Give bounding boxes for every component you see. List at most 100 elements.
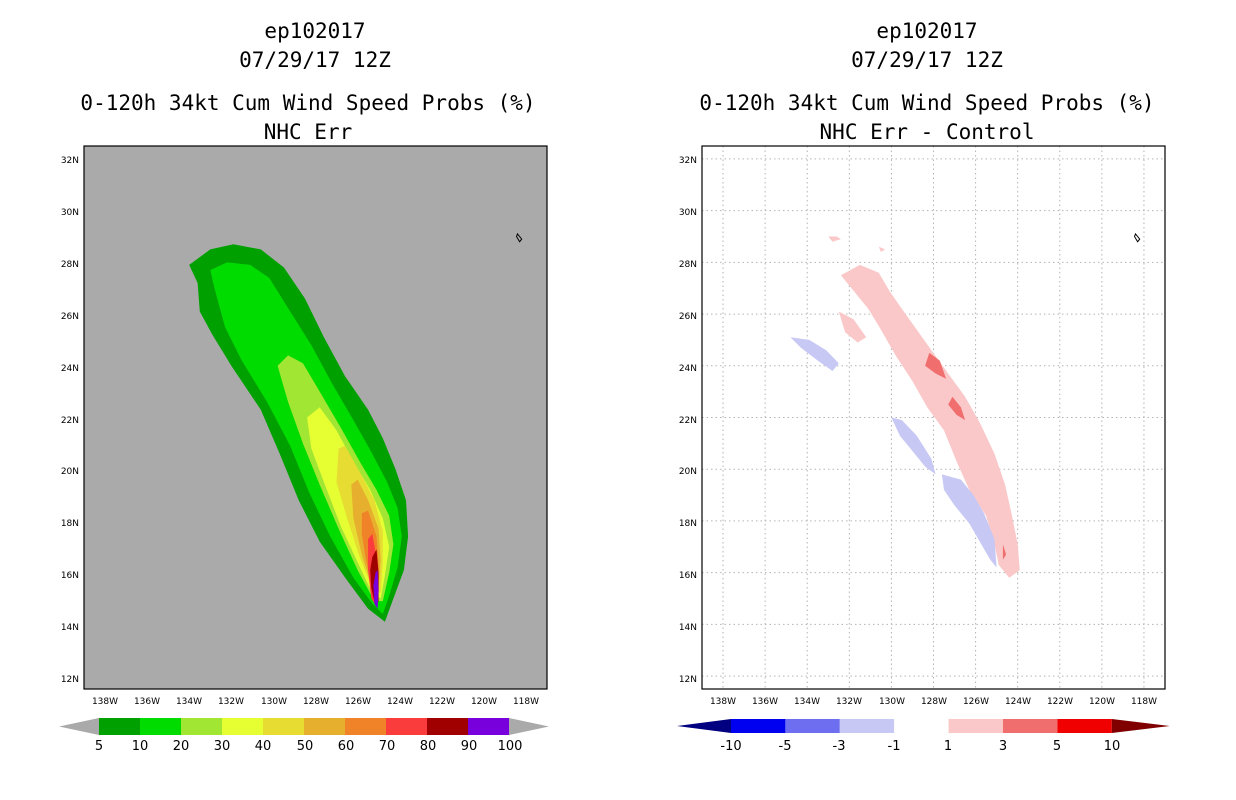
left-y-tick-30n: 30N: [61, 208, 79, 218]
left-cbar-label-30: 30: [214, 739, 231, 754]
left-title-subtitle: NHC Err: [264, 120, 353, 144]
right-map-frame: [701, 145, 1166, 690]
right-y-tick-32n: 32N: [679, 156, 697, 166]
right-cbar-label-1: 1: [944, 739, 952, 754]
right-x-tick-132w: 132W: [836, 697, 862, 707]
left-cbar-label-5: 5: [95, 739, 103, 754]
right-y-tick-24n: 24N: [679, 364, 697, 374]
left-colorbar: [59, 718, 549, 735]
right-cbar-label-10: 10: [1104, 739, 1121, 754]
left-y-tick-12n: 12N: [61, 675, 79, 685]
left-y-tick-16n: 16N: [61, 571, 79, 581]
colorbar-box: [345, 718, 386, 735]
colorbar-box: [386, 718, 427, 735]
right-y-tick-18n: 18N: [679, 519, 697, 529]
colorbar-box: [731, 719, 786, 733]
left-panel: ep102017 07/29/17 12Z 0-120h 34kt Cum Wi…: [59, 19, 549, 754]
right-x-tick-138w: 138W: [710, 697, 736, 707]
contour-level-1: [840, 264, 1020, 578]
left-contours: [189, 244, 409, 622]
contour-level-1: [878, 246, 886, 252]
left-cbar-label-100: 100: [498, 739, 523, 754]
left-x-tick-124w: 124W: [387, 697, 413, 707]
island-outline: [1133, 232, 1141, 243]
left-x-tick-134w: 134W: [176, 697, 202, 707]
right-cbar-label-5: 5: [1053, 739, 1061, 754]
colorbar-box: [222, 718, 263, 735]
right-x-tick-126w: 126W: [963, 697, 989, 707]
colorbar-box: [304, 718, 345, 735]
left-cbar-label-70: 70: [379, 739, 396, 754]
left-y-tick-20n: 20N: [61, 467, 79, 477]
left-cbar-label-80: 80: [420, 739, 437, 754]
left-cbar-label-20: 20: [173, 739, 190, 754]
right-contours: [790, 236, 1020, 578]
contour-level-minus1: [941, 474, 997, 568]
left-title-date: 07/29/17 12Z: [239, 48, 391, 72]
left-x-axis: 138W 136W 134W 132W 130W 128W 126W 124W …: [92, 697, 539, 707]
left-x-tick-118w: 118W: [513, 697, 539, 707]
left-y-tick-28n: 28N: [61, 260, 79, 270]
contour-level-1: [828, 236, 841, 242]
left-y-axis: 12N 14N 16N 18N 20N 22N 24N 26N 28N 30N …: [61, 156, 79, 685]
right-title-subtitle: NHC Err - Control: [820, 120, 1035, 144]
colorbar-box: [948, 719, 1003, 733]
contour-level-3: [948, 396, 966, 421]
right-panel: ep102017 07/29/17 12Z 0-120h 34kt Cum Wi…: [677, 19, 1170, 754]
left-y-tick-24n: 24N: [61, 364, 79, 374]
colorbar-box: [99, 718, 140, 735]
colorbar-over-triangle: [1111, 719, 1170, 733]
left-cbar-label-40: 40: [255, 739, 272, 754]
right-x-tick-118w: 118W: [1131, 697, 1157, 707]
right-x-tick-128w: 128W: [921, 697, 947, 707]
right-y-tick-12n: 12N: [679, 675, 697, 685]
contour-level-3: [925, 352, 947, 379]
left-cbar-label-50: 50: [297, 739, 314, 754]
left-cbar-label-10: 10: [132, 739, 149, 754]
colorbar-under-triangle: [677, 719, 731, 733]
colorbar-box: [468, 718, 509, 735]
left-y-tick-26n: 26N: [61, 312, 79, 322]
left-cbar-label-90: 90: [461, 739, 478, 754]
colorbar-over-triangle: [509, 718, 549, 735]
right-title-storm: ep102017: [876, 19, 977, 43]
right-x-tick-136w: 136W: [752, 697, 778, 707]
right-colorbar-labels: -10 -5 -3 -1 1 3 5 10: [720, 739, 1120, 754]
colorbar-box: [263, 718, 304, 735]
right-x-tick-134w: 134W: [794, 697, 820, 707]
right-x-tick-130w: 130W: [879, 697, 905, 707]
contour-level-minus1: [891, 417, 936, 475]
right-x-tick-124w: 124W: [1005, 697, 1031, 707]
right-title-product: 0-120h 34kt Cum Wind Speed Probs (%): [699, 91, 1154, 115]
contour-level-3: [1002, 544, 1007, 560]
left-colorbar-labels: 5 10 20 30 40 50 60 70 80 90 100: [95, 739, 523, 754]
right-y-tick-16n: 16N: [679, 571, 697, 581]
left-y-tick-32n: 32N: [61, 156, 79, 166]
left-y-tick-22n: 22N: [61, 416, 79, 426]
colorbar-box: [427, 718, 468, 735]
right-x-axis: 138W 136W 134W 132W 130W 128W 126W 124W …: [710, 697, 1157, 707]
colorbar-box: [839, 719, 895, 733]
right-cbar-label-minus3: -3: [833, 739, 846, 754]
left-title-product: 0-120h 34kt Cum Wind Speed Probs (%): [80, 91, 535, 115]
right-y-tick-14n: 14N: [679, 623, 697, 633]
right-cbar-label-minus1: -1: [888, 739, 901, 754]
right-y-tick-20n: 20N: [679, 467, 697, 477]
right-title-date: 07/29/17 12Z: [851, 48, 1003, 72]
right-gridlines: [702, 146, 1165, 689]
left-x-tick-122w: 122W: [429, 697, 455, 707]
contour-level-1: [838, 311, 867, 343]
right-y-axis: 12N 14N 16N 18N 20N 22N 24N 26N 28N 30N …: [679, 156, 697, 685]
colorbar-box: [140, 718, 181, 735]
right-cbar-label-3: 3: [999, 739, 1007, 754]
left-cbar-label-60: 60: [338, 739, 355, 754]
right-cbar-label-minus5: -5: [779, 739, 792, 754]
right-y-tick-28n: 28N: [679, 260, 697, 270]
right-x-tick-120w: 120W: [1089, 697, 1115, 707]
left-x-tick-132w: 132W: [218, 697, 244, 707]
colorbar-under-triangle: [59, 718, 99, 735]
right-colorbar: [677, 719, 1170, 733]
left-islands: [515, 232, 523, 243]
right-cbar-label-minus10: -10: [720, 739, 741, 754]
